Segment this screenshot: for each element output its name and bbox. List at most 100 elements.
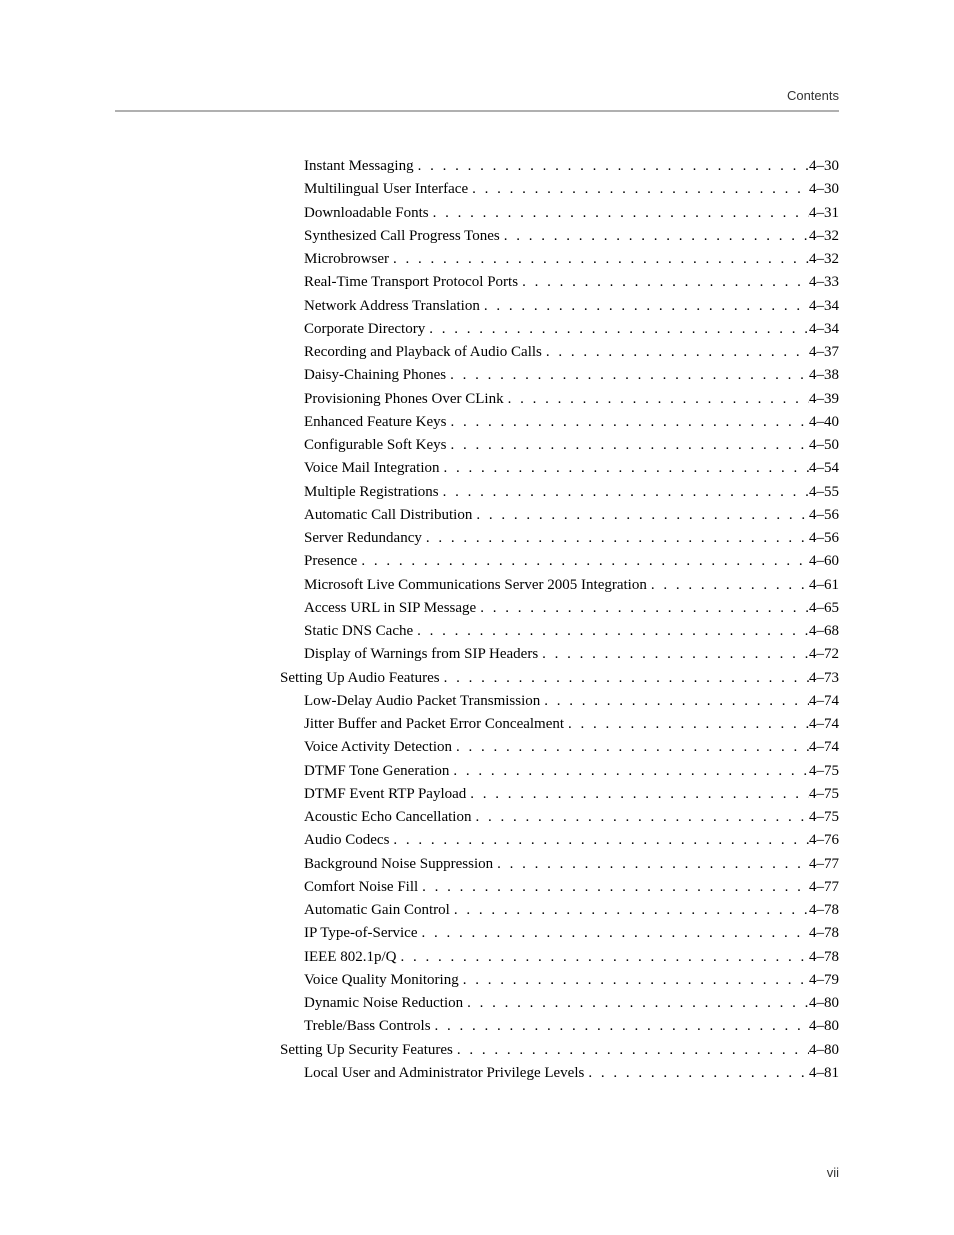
toc-entry-title: Recording and Playback of Audio Calls bbox=[304, 341, 542, 364]
toc-entry-page: 4–72 bbox=[809, 643, 839, 666]
toc-entry: IEEE 802.1p/Q4–78 bbox=[280, 946, 839, 969]
toc-leader-dots bbox=[431, 1015, 809, 1038]
toc-entry-page: 4–78 bbox=[809, 899, 839, 922]
toc-entry-page: 4–81 bbox=[809, 1062, 839, 1085]
toc-entry-title: Local User and Administrator Privilege L… bbox=[304, 1062, 584, 1085]
toc-entry-title: DTMF Event RTP Payload bbox=[304, 783, 466, 806]
toc-leader-dots bbox=[471, 806, 809, 829]
toc-entry-page: 4–30 bbox=[809, 178, 839, 201]
toc-entry-page: 4–38 bbox=[809, 364, 839, 387]
toc-leader-dots bbox=[518, 271, 809, 294]
toc-entry-title: Background Noise Suppression bbox=[304, 853, 493, 876]
toc-leader-dots bbox=[463, 992, 809, 1015]
toc-entry: Multiple Registrations 4–55 bbox=[280, 481, 839, 504]
toc-entry-title: Dynamic Noise Reduction bbox=[304, 992, 463, 1015]
toc-entry-page: 4–32 bbox=[809, 225, 839, 248]
toc-entry-title: Daisy-Chaining Phones bbox=[304, 364, 446, 387]
toc-entry: Setting Up Audio Features4–73 bbox=[280, 667, 839, 690]
toc-entry: Access URL in SIP Message 4–65 bbox=[280, 597, 839, 620]
toc-entry-page: 4–74 bbox=[809, 736, 839, 759]
toc-entry-title: Acoustic Echo Cancellation bbox=[304, 806, 471, 829]
toc-leader-dots bbox=[493, 853, 809, 876]
toc-leader-dots bbox=[414, 155, 809, 178]
toc-entry-page: 4–50 bbox=[809, 434, 839, 457]
toc-leader-dots bbox=[413, 620, 809, 643]
toc-leader-dots bbox=[453, 1039, 809, 1062]
toc-leader-dots bbox=[480, 295, 809, 318]
toc-entry-title: Server Redundancy bbox=[304, 527, 422, 550]
toc-entry-title: Microsoft Live Communications Server 200… bbox=[304, 574, 647, 597]
toc-entry: Display of Warnings from SIP Headers 4–72 bbox=[280, 643, 839, 666]
toc-entry-title: Corporate Directory bbox=[304, 318, 425, 341]
toc-entry-title: Treble/Bass Controls bbox=[304, 1015, 431, 1038]
toc-entry-title: Static DNS Cache bbox=[304, 620, 413, 643]
toc-entry-page: 4–56 bbox=[809, 504, 839, 527]
toc-entry: Comfort Noise Fill4–77 bbox=[280, 876, 839, 899]
toc-entry: Low-Delay Audio Packet Transmission4–74 bbox=[280, 690, 839, 713]
toc-entry-title: Access URL in SIP Message bbox=[304, 597, 476, 620]
toc-entry: Recording and Playback of Audio Calls 4–3… bbox=[280, 341, 839, 364]
toc-entry-page: 4–77 bbox=[809, 876, 839, 899]
toc-leader-dots bbox=[540, 690, 809, 713]
toc-entry-page: 4–78 bbox=[809, 946, 839, 969]
toc-entry-page: 4–33 bbox=[809, 271, 839, 294]
toc-entry: Daisy-Chaining Phones 4–38 bbox=[280, 364, 839, 387]
toc-entry-title: Multiple Registrations bbox=[304, 481, 439, 504]
toc-entry-page: 4–34 bbox=[809, 318, 839, 341]
toc-entry: Configurable Soft Keys 4–50 bbox=[280, 434, 839, 457]
toc-entry-title: Enhanced Feature Keys bbox=[304, 411, 446, 434]
toc-leader-dots bbox=[389, 829, 809, 852]
toc-entry-page: 4–32 bbox=[809, 248, 839, 271]
toc-entry: Static DNS Cache 4–68 bbox=[280, 620, 839, 643]
toc-leader-dots bbox=[472, 504, 809, 527]
toc-entry-page: 4–30 bbox=[809, 155, 839, 178]
toc-entry-title: IP Type-of-Service bbox=[304, 922, 418, 945]
toc-entry-page: 4–55 bbox=[809, 481, 839, 504]
toc-entry-title: Voice Activity Detection bbox=[304, 736, 452, 759]
toc-entry: Synthesized Call Progress Tones4–32 bbox=[280, 225, 839, 248]
toc-entry-title: Real-Time Transport Protocol Ports bbox=[304, 271, 518, 294]
toc-entry-page: 4–78 bbox=[809, 922, 839, 945]
toc-entry-page: 4–80 bbox=[809, 1015, 839, 1038]
toc-leader-dots bbox=[422, 527, 809, 550]
toc-entry-title: Automatic Gain Control bbox=[304, 899, 450, 922]
toc-entry: DTMF Event RTP Payload 4–75 bbox=[280, 783, 839, 806]
header-rule bbox=[115, 110, 839, 112]
toc-entry-page: 4–68 bbox=[809, 620, 839, 643]
toc-entry-page: 4–73 bbox=[809, 667, 839, 690]
toc-leader-dots bbox=[450, 899, 809, 922]
toc-entry: Acoustic Echo Cancellation4–75 bbox=[280, 806, 839, 829]
toc-leader-dots bbox=[564, 713, 809, 736]
toc-entry: Jitter Buffer and Packet Error Concealme… bbox=[280, 713, 839, 736]
toc-leader-dots bbox=[440, 667, 809, 690]
toc-entry: Local User and Administrator Privilege L… bbox=[280, 1062, 839, 1085]
toc-entry-page: 4–61 bbox=[809, 574, 839, 597]
toc-entry: Enhanced Feature Keys4–40 bbox=[280, 411, 839, 434]
toc-entry-page: 4–37 bbox=[809, 341, 839, 364]
toc-leader-dots bbox=[647, 574, 809, 597]
toc-leader-dots bbox=[389, 248, 809, 271]
toc-entry: Automatic Call Distribution 4–56 bbox=[280, 504, 839, 527]
toc-entry-page: 4–79 bbox=[809, 969, 839, 992]
toc-entry-page: 4–65 bbox=[809, 597, 839, 620]
toc-leader-dots bbox=[468, 178, 809, 201]
toc-entry: Voice Mail Integration4–54 bbox=[280, 457, 839, 480]
toc-entry-page: 4–77 bbox=[809, 853, 839, 876]
toc-entry-title: Display of Warnings from SIP Headers bbox=[304, 643, 538, 666]
header-label: Contents bbox=[787, 88, 839, 103]
toc-entry-page: 4–34 bbox=[809, 295, 839, 318]
toc-entry: Instant Messaging 4–30 bbox=[280, 155, 839, 178]
table-of-contents: Instant Messaging 4–30 Multilingual User I… bbox=[280, 155, 839, 1085]
toc-entry-page: 4–74 bbox=[809, 713, 839, 736]
toc-entry: Setting Up Security Features4–80 bbox=[280, 1039, 839, 1062]
toc-entry-title: Voice Mail Integration bbox=[304, 457, 440, 480]
toc-leader-dots bbox=[446, 411, 809, 434]
toc-entry-title: Automatic Call Distribution bbox=[304, 504, 472, 527]
toc-entry-title: Multilingual User Interface bbox=[304, 178, 468, 201]
toc-entry-title: Configurable Soft Keys bbox=[304, 434, 446, 457]
toc-entry-title: Instant Messaging bbox=[304, 155, 414, 178]
toc-entry-page: 4–75 bbox=[809, 783, 839, 806]
toc-entry-title: Network Address Translation bbox=[304, 295, 480, 318]
toc-entry: DTMF Tone Generation4–75 bbox=[280, 760, 839, 783]
toc-entry: Microsoft Live Communications Server 200… bbox=[280, 574, 839, 597]
